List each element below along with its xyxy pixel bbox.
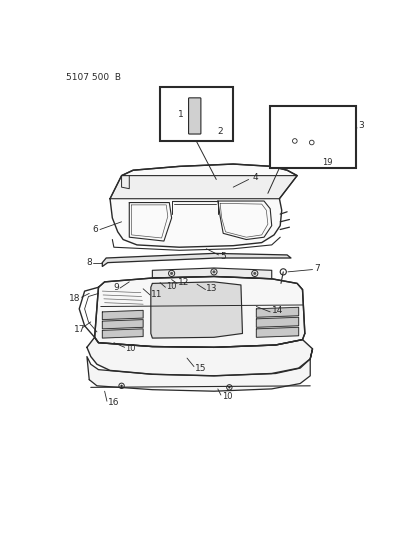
FancyBboxPatch shape [188,98,200,134]
Text: 1: 1 [178,109,183,118]
Text: 10: 10 [166,282,176,291]
Polygon shape [152,268,271,279]
Text: 4: 4 [252,173,258,182]
Text: 6: 6 [92,225,98,234]
Text: 5107 500  B: 5107 500 B [66,73,121,82]
Text: 12: 12 [178,278,189,287]
Polygon shape [87,349,312,391]
Text: 5: 5 [220,252,225,261]
Text: 19: 19 [321,158,331,167]
Circle shape [212,270,215,273]
Polygon shape [256,317,298,327]
Bar [270,106,355,168]
Polygon shape [256,308,298,317]
Text: 3: 3 [358,121,364,130]
Text: 2: 2 [217,127,223,136]
Polygon shape [256,327,298,337]
Polygon shape [102,310,143,320]
Polygon shape [279,116,340,164]
Text: 11: 11 [151,290,162,300]
Text: 13: 13 [206,284,217,293]
Text: 10: 10 [221,392,231,401]
Polygon shape [102,253,290,266]
Text: 15: 15 [194,364,206,373]
Text: 10: 10 [125,344,136,353]
Text: 14: 14 [271,306,282,315]
Polygon shape [102,320,143,329]
Text: 16: 16 [108,398,119,407]
Polygon shape [110,175,297,199]
Polygon shape [87,337,312,376]
Text: 9: 9 [113,283,119,292]
Circle shape [228,386,230,389]
Polygon shape [94,277,304,348]
Circle shape [253,272,256,275]
Text: 7: 7 [313,263,319,272]
Polygon shape [102,329,143,338]
Text: 8: 8 [86,258,92,267]
Polygon shape [110,164,297,247]
Circle shape [170,272,173,275]
Bar [160,87,233,141]
Circle shape [120,385,122,387]
Text: 18: 18 [69,294,81,303]
Text: 17: 17 [74,325,85,334]
Polygon shape [151,282,242,338]
